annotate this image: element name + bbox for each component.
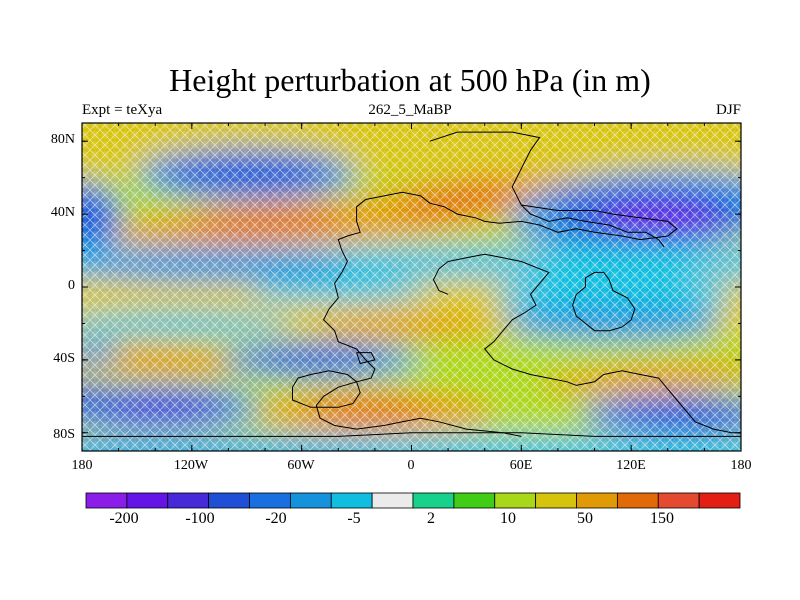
colorbar-box [167,492,210,509]
experiment-label: Expt = teXya [82,102,163,118]
colorbar-label: 150 [650,510,674,527]
coastline-northeast [520,204,665,248]
colorbar-box [535,492,577,509]
lon-tick-label: 180 [71,458,93,473]
colorbar-box [576,492,618,509]
colorbar-label: 2 [427,510,435,527]
lon-tick-label: 0 [407,458,415,473]
coastline-polar [82,432,741,437]
colorbar-box [453,492,496,509]
colorbar-label: -100 [185,510,215,527]
coastline-island-south [292,370,361,408]
colorbar [85,492,741,509]
colorbar-label: -200 [109,510,139,527]
colorbar-box [330,492,373,509]
axis-ticks [81,123,742,451]
coastline-island-east [572,271,636,332]
figure-title: Height perturbation at 500 hPa (in m) [169,62,651,98]
colorbar-label: 10 [500,510,516,527]
colorbar-label: 50 [577,510,593,527]
colorbar-box [371,492,414,509]
colorbar-box [208,492,250,509]
lon-tick-label: 60W [287,458,315,473]
colorbar-label: -5 [347,510,361,527]
lon-tick-label: 180 [730,458,752,473]
colorbar-box [126,492,169,509]
colorbar-box [698,492,741,509]
coastline-central [448,253,741,434]
colorbar-box [289,492,332,509]
lat-tick-label: 40N [50,205,75,220]
colorbar-label: -20 [265,510,287,527]
coastline-layer [82,131,741,437]
coastline-main [315,131,678,437]
contour-field [82,123,741,451]
colorbar-box [412,492,455,509]
lon-tick-label: 120W [173,458,209,473]
lon-tick-label: 60E [509,458,533,473]
colorbar-box [657,492,700,509]
lat-tick-label: 80N [50,132,75,147]
coastline-small-island [356,352,376,365]
colorbar-box [85,492,128,509]
colorbar-box [494,492,537,509]
lat-tick-label: 0 [68,278,75,293]
lon-tick-label: 120E [616,458,646,473]
coastline-central-west [432,261,449,295]
hatch-overlay [82,123,741,451]
lat-tick-label: 40S [53,351,75,366]
colorbar-box [616,492,659,509]
lat-tick-label: 80S [53,427,75,442]
colorbar-box [249,492,291,509]
season-label: DJF [715,102,741,118]
period-label: 262_5_MaBP [368,102,452,118]
